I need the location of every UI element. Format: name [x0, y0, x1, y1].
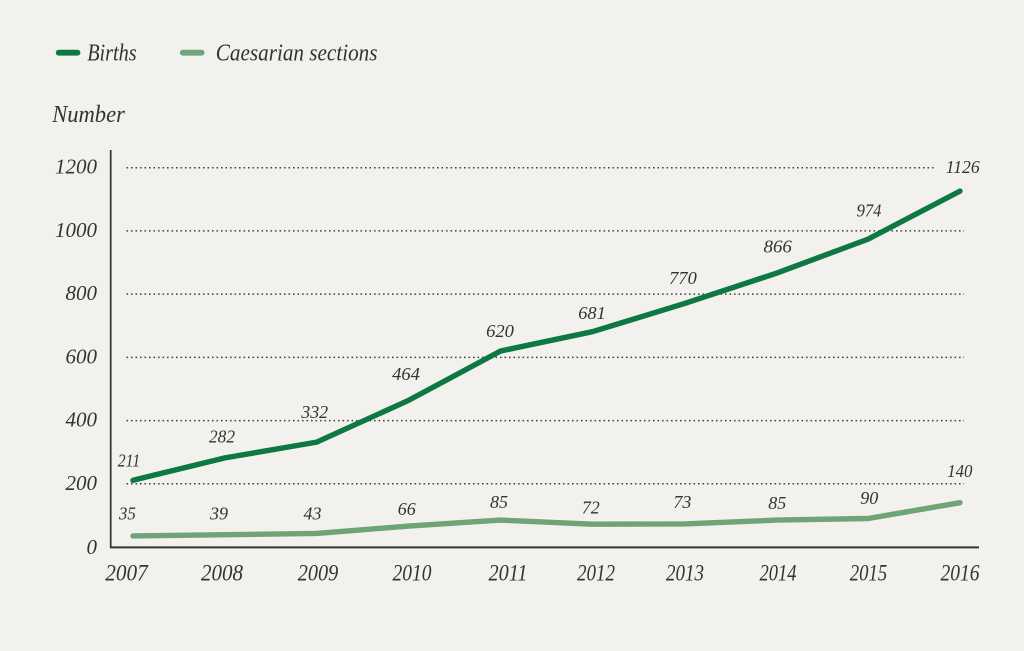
svg-text:1126: 1126 — [946, 157, 980, 177]
svg-text:85: 85 — [490, 492, 508, 512]
svg-text:800: 800 — [66, 281, 98, 305]
svg-text:770: 770 — [669, 268, 697, 288]
svg-text:66: 66 — [398, 499, 416, 519]
svg-text:1200: 1200 — [55, 155, 98, 179]
svg-text:1000: 1000 — [55, 218, 98, 242]
svg-text:Number: Number — [51, 102, 125, 128]
svg-text:2011: 2011 — [489, 561, 528, 586]
svg-text:2007: 2007 — [105, 561, 149, 586]
svg-text:2015: 2015 — [850, 561, 887, 586]
svg-text:0: 0 — [87, 535, 98, 559]
svg-text:211: 211 — [118, 451, 140, 471]
svg-text:620: 620 — [486, 321, 514, 341]
svg-text:400: 400 — [66, 408, 98, 432]
svg-text:90: 90 — [860, 488, 878, 508]
svg-text:2016: 2016 — [941, 561, 980, 586]
svg-text:2014: 2014 — [760, 561, 797, 586]
svg-text:600: 600 — [66, 344, 98, 368]
svg-text:332: 332 — [300, 402, 328, 422]
svg-text:43: 43 — [304, 504, 322, 524]
svg-text:2010: 2010 — [393, 561, 432, 586]
svg-text:Births: Births — [87, 41, 137, 67]
svg-text:2013: 2013 — [666, 561, 704, 586]
svg-text:866: 866 — [764, 237, 792, 257]
svg-text:35: 35 — [118, 504, 136, 524]
svg-text:2012: 2012 — [577, 561, 615, 586]
svg-text:73: 73 — [673, 492, 691, 512]
svg-text:464: 464 — [392, 364, 420, 384]
svg-text:140: 140 — [947, 461, 972, 481]
svg-text:681: 681 — [578, 303, 606, 323]
svg-text:200: 200 — [66, 471, 98, 495]
svg-text:39: 39 — [209, 504, 228, 524]
svg-text:2008: 2008 — [201, 561, 243, 586]
svg-text:2009: 2009 — [298, 561, 339, 586]
svg-text:72: 72 — [582, 498, 600, 518]
svg-text:85: 85 — [768, 493, 786, 513]
svg-text:Caesarian sections: Caesarian sections — [216, 41, 378, 67]
svg-text:974: 974 — [857, 201, 882, 221]
svg-text:282: 282 — [209, 427, 235, 447]
